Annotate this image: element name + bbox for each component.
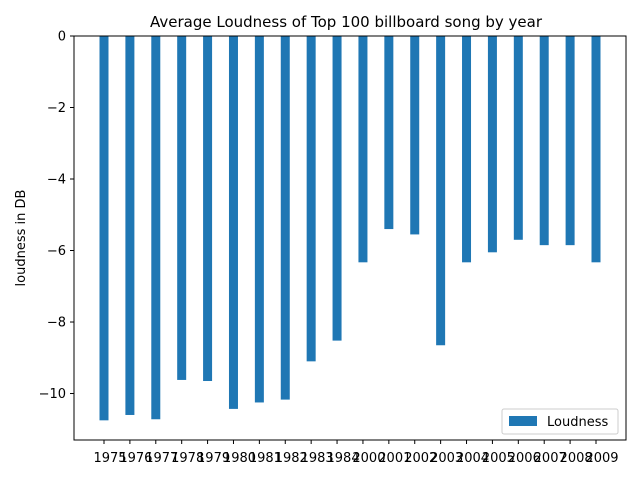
x-tick-label: 1977 [145,451,178,466]
bar-1976 [125,36,135,415]
y-tick-label: −10 [39,387,66,402]
x-axis: 1975197619771978197919801981198219831984… [93,440,619,466]
x-tick-label: 1980 [223,451,256,466]
bar-2007 [539,36,549,246]
bar-2002 [410,36,420,235]
legend: Loudness [501,408,619,435]
y-tick-label: −4 [47,173,66,188]
x-tick-label: 2002 [404,451,437,466]
bar-1980 [228,36,238,409]
y-tick-label: −8 [47,316,66,331]
x-tick-label: 1976 [119,451,152,466]
x-tick-label: 1982 [275,451,308,466]
bar-2009 [591,36,601,263]
plot-frame [73,35,627,441]
legend-box [501,408,619,435]
bar-2000 [358,36,368,263]
x-tick-label: 2000 [352,451,385,466]
x-tick-label: 2004 [456,451,489,466]
bar-1979 [203,36,213,382]
bar-1981 [254,36,264,403]
bar-2004 [462,36,472,263]
bar-2001 [384,36,394,230]
bar-1978 [177,36,187,380]
x-tick-label: 2007 [534,451,567,466]
x-tick-label: 2009 [585,451,618,466]
bar-1975 [99,36,109,421]
x-tick-label: 1975 [93,451,126,466]
y-tick-label: −6 [47,244,66,259]
y-tick-label: 0 [58,30,66,45]
x-tick-label: 1979 [197,451,230,466]
y-tick-label: −2 [47,101,66,116]
bar-2006 [513,36,523,240]
x-tick-label: 2001 [378,451,411,466]
x-tick-label: 2006 [508,451,541,466]
x-tick-label: 1984 [327,451,360,466]
bar-2008 [565,36,575,246]
y-axis-label: loudness in DB [14,190,29,287]
x-tick-label: 2008 [560,451,593,466]
bar-1977 [151,36,161,420]
bar-1984 [332,36,342,341]
x-tick-label: 1981 [249,451,282,466]
bar-1982 [280,36,290,400]
legend-label: Loudness [547,415,608,430]
x-tick-label: 2005 [482,451,515,466]
bar-2003 [436,36,446,346]
y-axis: 0 −2 −4 −6 −8 −10 [39,30,74,402]
bar-2005 [487,36,497,253]
bar-1983 [306,36,316,362]
x-tick-label: 1983 [301,451,334,466]
bars-group [99,36,601,421]
x-tick-label: 1978 [171,451,204,466]
chart-title: Average Loudness of Top 100 billboard so… [150,13,543,31]
x-tick-label: 2003 [430,451,463,466]
legend-swatch [509,416,537,426]
